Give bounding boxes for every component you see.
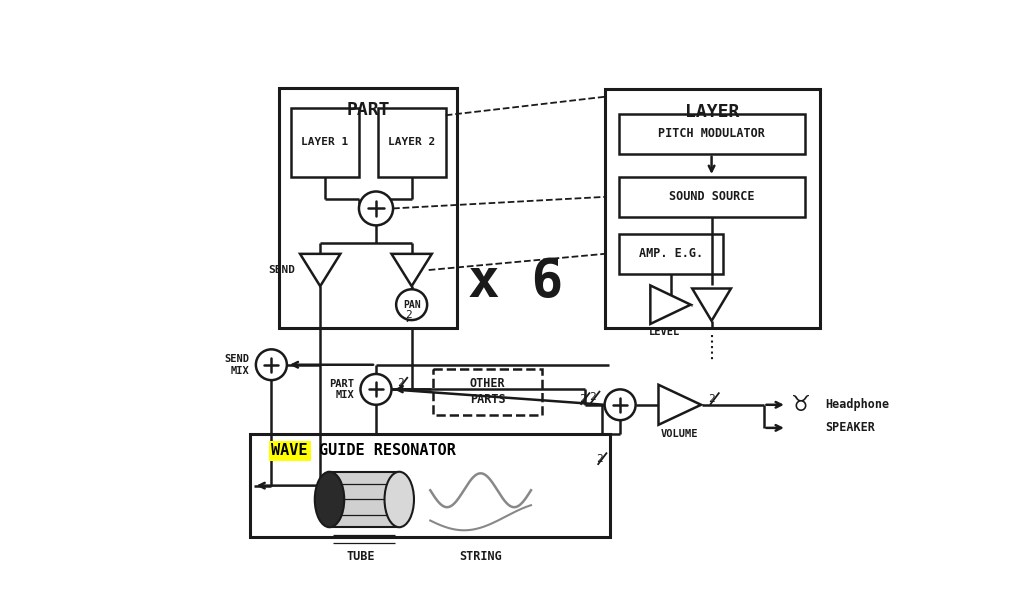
Circle shape [604, 389, 636, 420]
Text: 2: 2 [709, 394, 715, 403]
Text: GUIDE RESONATOR: GUIDE RESONATOR [319, 443, 457, 459]
Text: VOLUME: VOLUME [662, 429, 698, 439]
Text: AMP. E.G.: AMP. E.G. [639, 247, 702, 260]
Text: SPEAKER: SPEAKER [825, 421, 876, 434]
Bar [618, 234, 723, 274]
Text: WAVE: WAVE [271, 443, 308, 459]
Text: 2: 2 [589, 392, 596, 402]
Text: LEVEL: LEVEL [648, 327, 680, 338]
Text: ♉: ♉ [792, 395, 811, 415]
Bar [378, 107, 445, 177]
Text: x 6: x 6 [468, 255, 563, 308]
Polygon shape [650, 286, 690, 324]
Text: SEND
MIX: SEND MIX [224, 354, 250, 376]
Bar [250, 434, 610, 537]
Text: 2: 2 [396, 378, 403, 388]
Text: LAYER 1: LAYER 1 [301, 137, 348, 147]
Circle shape [359, 192, 393, 225]
Circle shape [256, 349, 287, 380]
Bar [328, 472, 399, 527]
Text: SOUND SOURCE: SOUND SOURCE [669, 190, 755, 203]
Polygon shape [692, 289, 731, 321]
Text: Headphone: Headphone [825, 398, 890, 411]
Polygon shape [391, 254, 432, 286]
Circle shape [360, 374, 391, 405]
Polygon shape [658, 385, 701, 425]
Text: TUBE: TUBE [346, 550, 375, 563]
Circle shape [396, 289, 427, 320]
Text: PITCH MODULATOR: PITCH MODULATOR [658, 127, 765, 140]
Text: PART
MIX: PART MIX [330, 379, 354, 400]
Text: PARTS: PARTS [470, 393, 506, 406]
Text: PART: PART [346, 101, 390, 119]
Bar [604, 89, 820, 328]
Ellipse shape [314, 472, 344, 527]
Text: 2: 2 [579, 394, 586, 403]
Text: OTHER: OTHER [470, 378, 506, 391]
Text: STRING: STRING [459, 550, 502, 563]
Bar [618, 177, 805, 217]
Text: LAYER 2: LAYER 2 [388, 137, 435, 147]
Bar [291, 107, 359, 177]
Text: LAYER: LAYER [685, 103, 739, 121]
Ellipse shape [385, 472, 414, 527]
Text: PAN: PAN [402, 300, 421, 309]
Bar [280, 88, 458, 328]
Bar [433, 368, 542, 415]
Text: 2: 2 [406, 311, 412, 321]
Polygon shape [300, 254, 340, 286]
Text: SEND: SEND [268, 265, 295, 275]
Text: 2: 2 [596, 454, 602, 464]
Bar [618, 114, 805, 154]
